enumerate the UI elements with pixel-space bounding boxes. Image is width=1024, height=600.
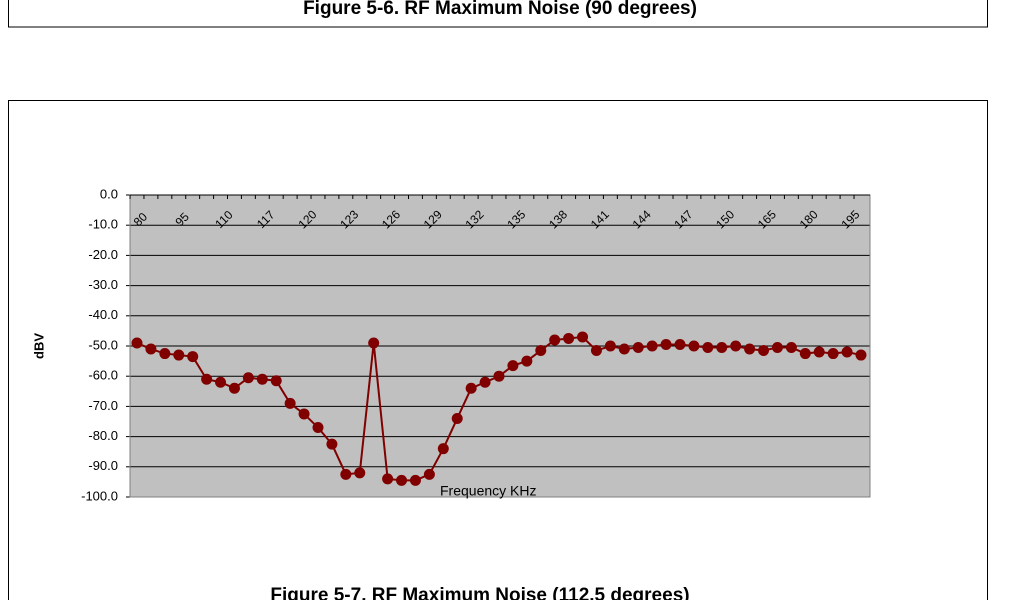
- data-point: [632, 342, 644, 354]
- data-point: [298, 408, 310, 420]
- data-point: [590, 345, 602, 357]
- data-point: [674, 338, 686, 350]
- data-point: [758, 345, 770, 357]
- data-point: [451, 412, 463, 424]
- data-point: [535, 345, 547, 357]
- data-point: [730, 340, 742, 352]
- data-point: [618, 343, 630, 355]
- data-point: [563, 332, 575, 344]
- data-point: [688, 340, 700, 352]
- data-point: [465, 382, 477, 394]
- figure-caption: Figure 5-7. RF Maximum Noise (112.5 degr…: [270, 585, 689, 600]
- data-point: [242, 372, 254, 384]
- y-tick-label: -20.0: [88, 247, 118, 262]
- data-point: [577, 331, 589, 343]
- data-point: [507, 360, 519, 372]
- data-point: [284, 397, 296, 409]
- data-point: [493, 370, 505, 382]
- data-point: [771, 342, 783, 354]
- data-point: [312, 422, 324, 434]
- data-point: [215, 376, 227, 388]
- data-point: [145, 343, 157, 355]
- data-point: [827, 348, 839, 360]
- y-tick-label: -50.0: [88, 337, 118, 352]
- data-point: [660, 338, 672, 350]
- data-point: [326, 438, 338, 450]
- y-tick-label: -90.0: [88, 458, 118, 473]
- data-point: [841, 346, 853, 358]
- data-point: [604, 340, 616, 352]
- data-point: [173, 349, 185, 361]
- data-point: [131, 337, 143, 349]
- data-point: [479, 376, 491, 388]
- data-point: [785, 342, 797, 354]
- data-point: [423, 468, 435, 480]
- data-point: [521, 355, 533, 367]
- data-point: [340, 468, 352, 480]
- data-point: [159, 348, 171, 360]
- y-tick-label: -100.0: [81, 488, 118, 503]
- data-point: [799, 348, 811, 360]
- data-point: [855, 349, 867, 361]
- y-tick-label: -70.0: [88, 398, 118, 413]
- y-tick-label: -60.0: [88, 368, 118, 383]
- data-point: [187, 351, 199, 363]
- data-point: [409, 474, 421, 486]
- data-point: [368, 337, 380, 349]
- x-axis-label: Frequency KHz: [440, 483, 536, 499]
- data-point: [270, 375, 282, 387]
- data-point: [702, 342, 714, 354]
- data-point: [549, 334, 561, 346]
- previous-figure-box: [8, 0, 988, 28]
- y-tick-label: -30.0: [88, 277, 118, 292]
- data-point: [354, 467, 366, 479]
- data-point: [744, 343, 756, 355]
- y-tick-label: -40.0: [88, 307, 118, 322]
- y-tick-label: 0.0: [100, 186, 118, 201]
- y-tick-label: -10.0: [88, 217, 118, 232]
- data-point: [382, 473, 394, 485]
- y-axis-label: dBV: [31, 333, 46, 359]
- data-point: [256, 373, 268, 385]
- data-point: [228, 382, 240, 394]
- figure-box: [8, 100, 988, 600]
- data-point: [437, 443, 449, 455]
- data-point: [813, 346, 825, 358]
- data-point: [396, 474, 408, 486]
- data-point: [646, 340, 658, 352]
- y-tick-label: -80.0: [88, 428, 118, 443]
- data-point: [201, 373, 213, 385]
- previous-caption: Figure 5-6. RF Maximum Noise (90 degrees…: [303, 0, 697, 19]
- data-point: [716, 342, 728, 354]
